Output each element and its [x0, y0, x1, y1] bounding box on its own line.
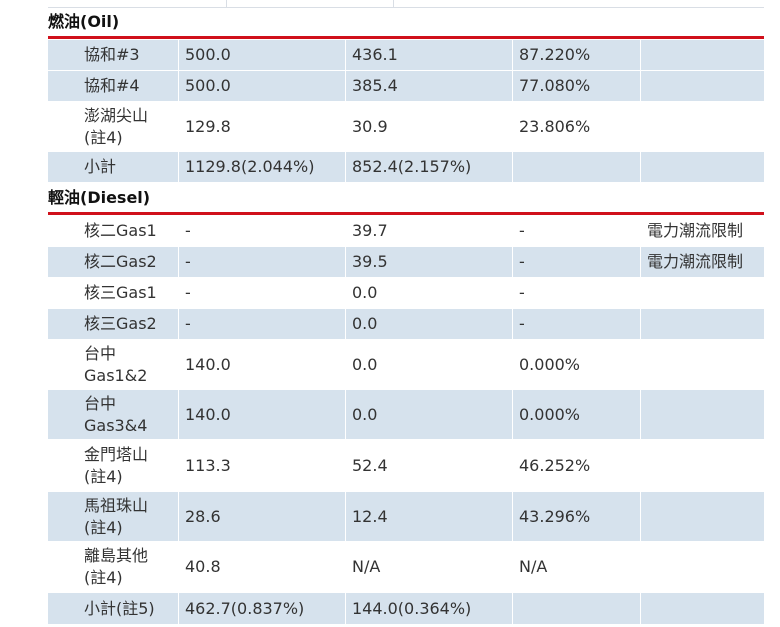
table-row: 核二Gas2 - 39.5 - 電力潮流限制: [48, 247, 764, 278]
remark: [640, 542, 764, 592]
table-row: 核二Gas1 - 39.7 - 電力潮流限制: [48, 216, 764, 247]
installed-capacity: 462.7(0.837%): [178, 593, 345, 624]
net-output: 39.5: [345, 247, 512, 277]
installed-capacity: 1129.8(2.044%): [178, 152, 345, 182]
table-row: 金門塔山 (註4) 113.3 52.4 46.252%: [48, 440, 764, 492]
unit-name: 離島其他 (註4): [84, 546, 149, 587]
unit-name: 核二Gas2: [84, 252, 157, 271]
unit-name: 小計(註5): [84, 598, 155, 618]
net-output: 0.0: [345, 390, 512, 439]
net-output: 144.0(0.364%): [345, 593, 512, 624]
remark: [640, 152, 764, 182]
output-ratio: [512, 593, 640, 624]
remark: [640, 309, 764, 339]
output-ratio: 43.296%: [512, 492, 640, 541]
net-output: 0.0: [345, 309, 512, 339]
table-row: 澎湖尖山 (註4) 129.8 30.9 23.806%: [48, 102, 764, 152]
table-row: 離島其他 (註4) 40.8 N/A N/A: [48, 542, 764, 593]
net-output: 0.0: [345, 278, 512, 308]
subtotal-row: 小計 1129.8(2.044%) 852.4(2.157%): [48, 152, 764, 183]
section-divider-oil: [48, 36, 764, 39]
output-ratio: N/A: [512, 542, 640, 592]
unit-name: 金門塔山 (註4): [84, 444, 149, 486]
remark: [640, 278, 764, 308]
unit-name: 協和#3: [84, 45, 140, 64]
installed-capacity: 500.0: [178, 71, 345, 101]
unit-name: 協和#4: [84, 76, 140, 95]
net-output: 852.4(2.157%): [345, 152, 512, 182]
remark: 電力潮流限制: [640, 216, 764, 246]
table-row: 核三Gas2 - 0.0 -: [48, 309, 764, 340]
installed-capacity: 28.6: [178, 492, 345, 541]
net-output: N/A: [345, 542, 512, 592]
unit-name: 核三Gas2: [84, 314, 157, 333]
output-ratio: -: [512, 309, 640, 339]
unit-name: 核三Gas1: [84, 283, 157, 302]
section-title-oil: 燃油(Oil): [48, 12, 120, 31]
remark: [640, 40, 764, 70]
remark: [640, 102, 764, 151]
installed-capacity: 500.0: [178, 40, 345, 70]
output-ratio: 46.252%: [512, 440, 640, 491]
output-ratio: [512, 152, 640, 182]
installed-capacity: -: [178, 278, 345, 308]
installed-capacity: 113.3: [178, 440, 345, 491]
table-row: 協和#4 500.0 385.4 77.080%: [48, 71, 764, 102]
installed-capacity: -: [178, 216, 345, 246]
output-ratio: -: [512, 247, 640, 277]
installed-capacity: -: [178, 309, 345, 339]
remark: [640, 390, 764, 439]
output-ratio: 0.000%: [512, 340, 640, 389]
remark: 電力潮流限制: [640, 247, 764, 277]
remark: [640, 340, 764, 389]
installed-capacity: 40.8: [178, 542, 345, 592]
installed-capacity: 140.0: [178, 340, 345, 389]
output-ratio: 77.080%: [512, 71, 640, 101]
unit-name: 台中 Gas3&4: [84, 393, 148, 435]
table-row: 協和#3 500.0 436.1 87.220%: [48, 40, 764, 71]
installed-capacity: 129.8: [178, 102, 345, 151]
previous-table-row-edge: [48, 0, 764, 8]
table-row: 台中 Gas3&4 140.0 0.0 0.000%: [48, 390, 764, 440]
subtotal-row: 小計(註5) 462.7(0.837%) 144.0(0.364%): [48, 593, 764, 625]
net-output: 30.9: [345, 102, 512, 151]
table-row: 核三Gas1 - 0.0 -: [48, 278, 764, 309]
table-row: 台中 Gas1&2 140.0 0.0 0.000%: [48, 340, 764, 390]
unit-name: 澎湖尖山 (註4): [84, 105, 149, 147]
section-title-diesel: 輕油(Diesel): [48, 188, 151, 207]
output-ratio: -: [512, 278, 640, 308]
installed-capacity: -: [178, 247, 345, 277]
table-row: 馬祖珠山 (註4) 28.6 12.4 43.296%: [48, 492, 764, 542]
unit-name: 台中 Gas1&2: [84, 343, 148, 385]
remark: [640, 593, 764, 624]
net-output: 39.7: [345, 216, 512, 246]
output-ratio: 87.220%: [512, 40, 640, 70]
unit-name: 核二Gas1: [84, 221, 157, 240]
output-ratio: 0.000%: [512, 390, 640, 439]
net-output: 0.0: [345, 340, 512, 389]
unit-name: 小計: [84, 157, 117, 176]
output-ratio: 23.806%: [512, 102, 640, 151]
section-divider-diesel: [48, 212, 764, 215]
net-output: 12.4: [345, 492, 512, 541]
net-output: 52.4: [345, 440, 512, 491]
remark: [640, 71, 764, 101]
unit-name: 馬祖珠山 (註4): [84, 495, 149, 537]
net-output: 436.1: [345, 40, 512, 70]
net-output: 385.4: [345, 71, 512, 101]
remark: [640, 440, 764, 491]
installed-capacity: 140.0: [178, 390, 345, 439]
remark: [640, 492, 764, 541]
output-ratio: -: [512, 216, 640, 246]
